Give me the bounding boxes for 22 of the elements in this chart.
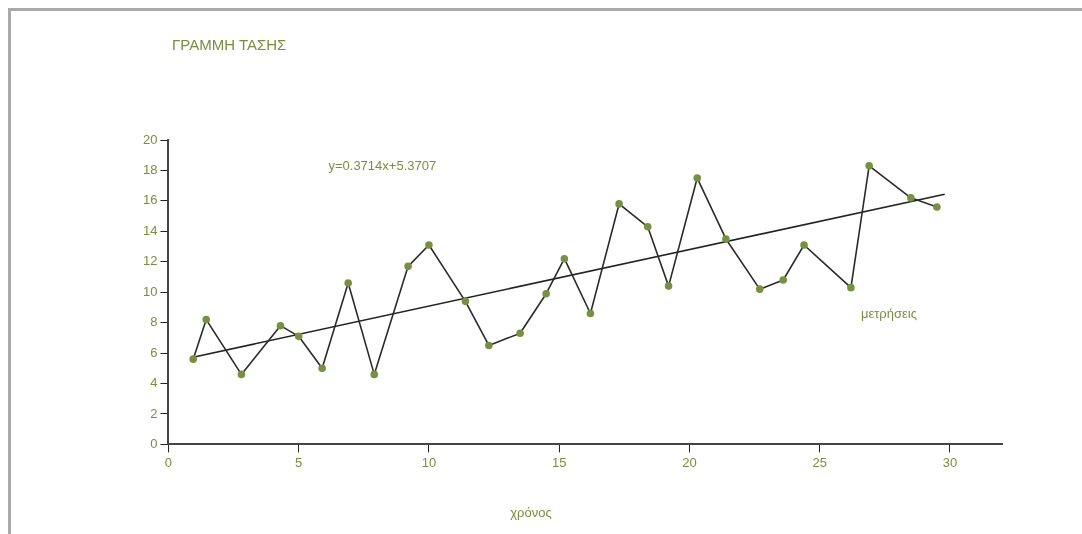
y-tick-label: 18: [142, 162, 158, 178]
x-tick-label: 5: [295, 454, 303, 470]
x-tick-label: 30: [942, 454, 958, 470]
x-tick-label: 25: [812, 454, 827, 470]
x-tick-label: 0: [164, 454, 173, 470]
x-axis-title: χρόνος: [509, 505, 553, 520]
y-tick-label: 12: [142, 253, 158, 269]
y-tick-label: 16: [142, 192, 158, 208]
annotation: y=0.3714x+5.3707: [328, 158, 437, 173]
x-tick-label: 15: [551, 454, 567, 470]
y-tick-label: 8: [150, 314, 158, 330]
y-tick-label: 4: [150, 375, 158, 391]
y-tick-label: 10: [142, 283, 158, 299]
x-tick-label: 10: [421, 454, 437, 470]
y-tick-label: 14: [142, 222, 158, 238]
x-tick-label: 20: [682, 454, 697, 470]
y-tick-label: 6: [150, 344, 158, 360]
y-tick-label: 20: [142, 131, 158, 147]
y-tick-label: 2: [150, 405, 158, 421]
y-tick-label: 0: [150, 435, 158, 451]
series-label: μετρήσεις: [860, 305, 917, 321]
chart-title: ΓΡΑΜΜΗ ΤΑΣΗΣ: [172, 36, 287, 53]
